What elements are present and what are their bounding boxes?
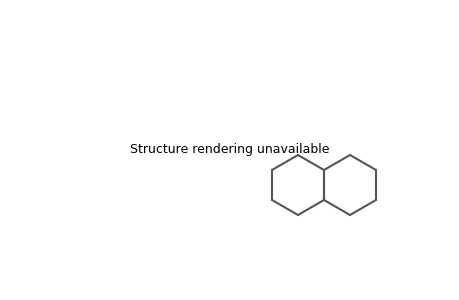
Text: Structure rendering unavailable: Structure rendering unavailable (130, 143, 329, 157)
